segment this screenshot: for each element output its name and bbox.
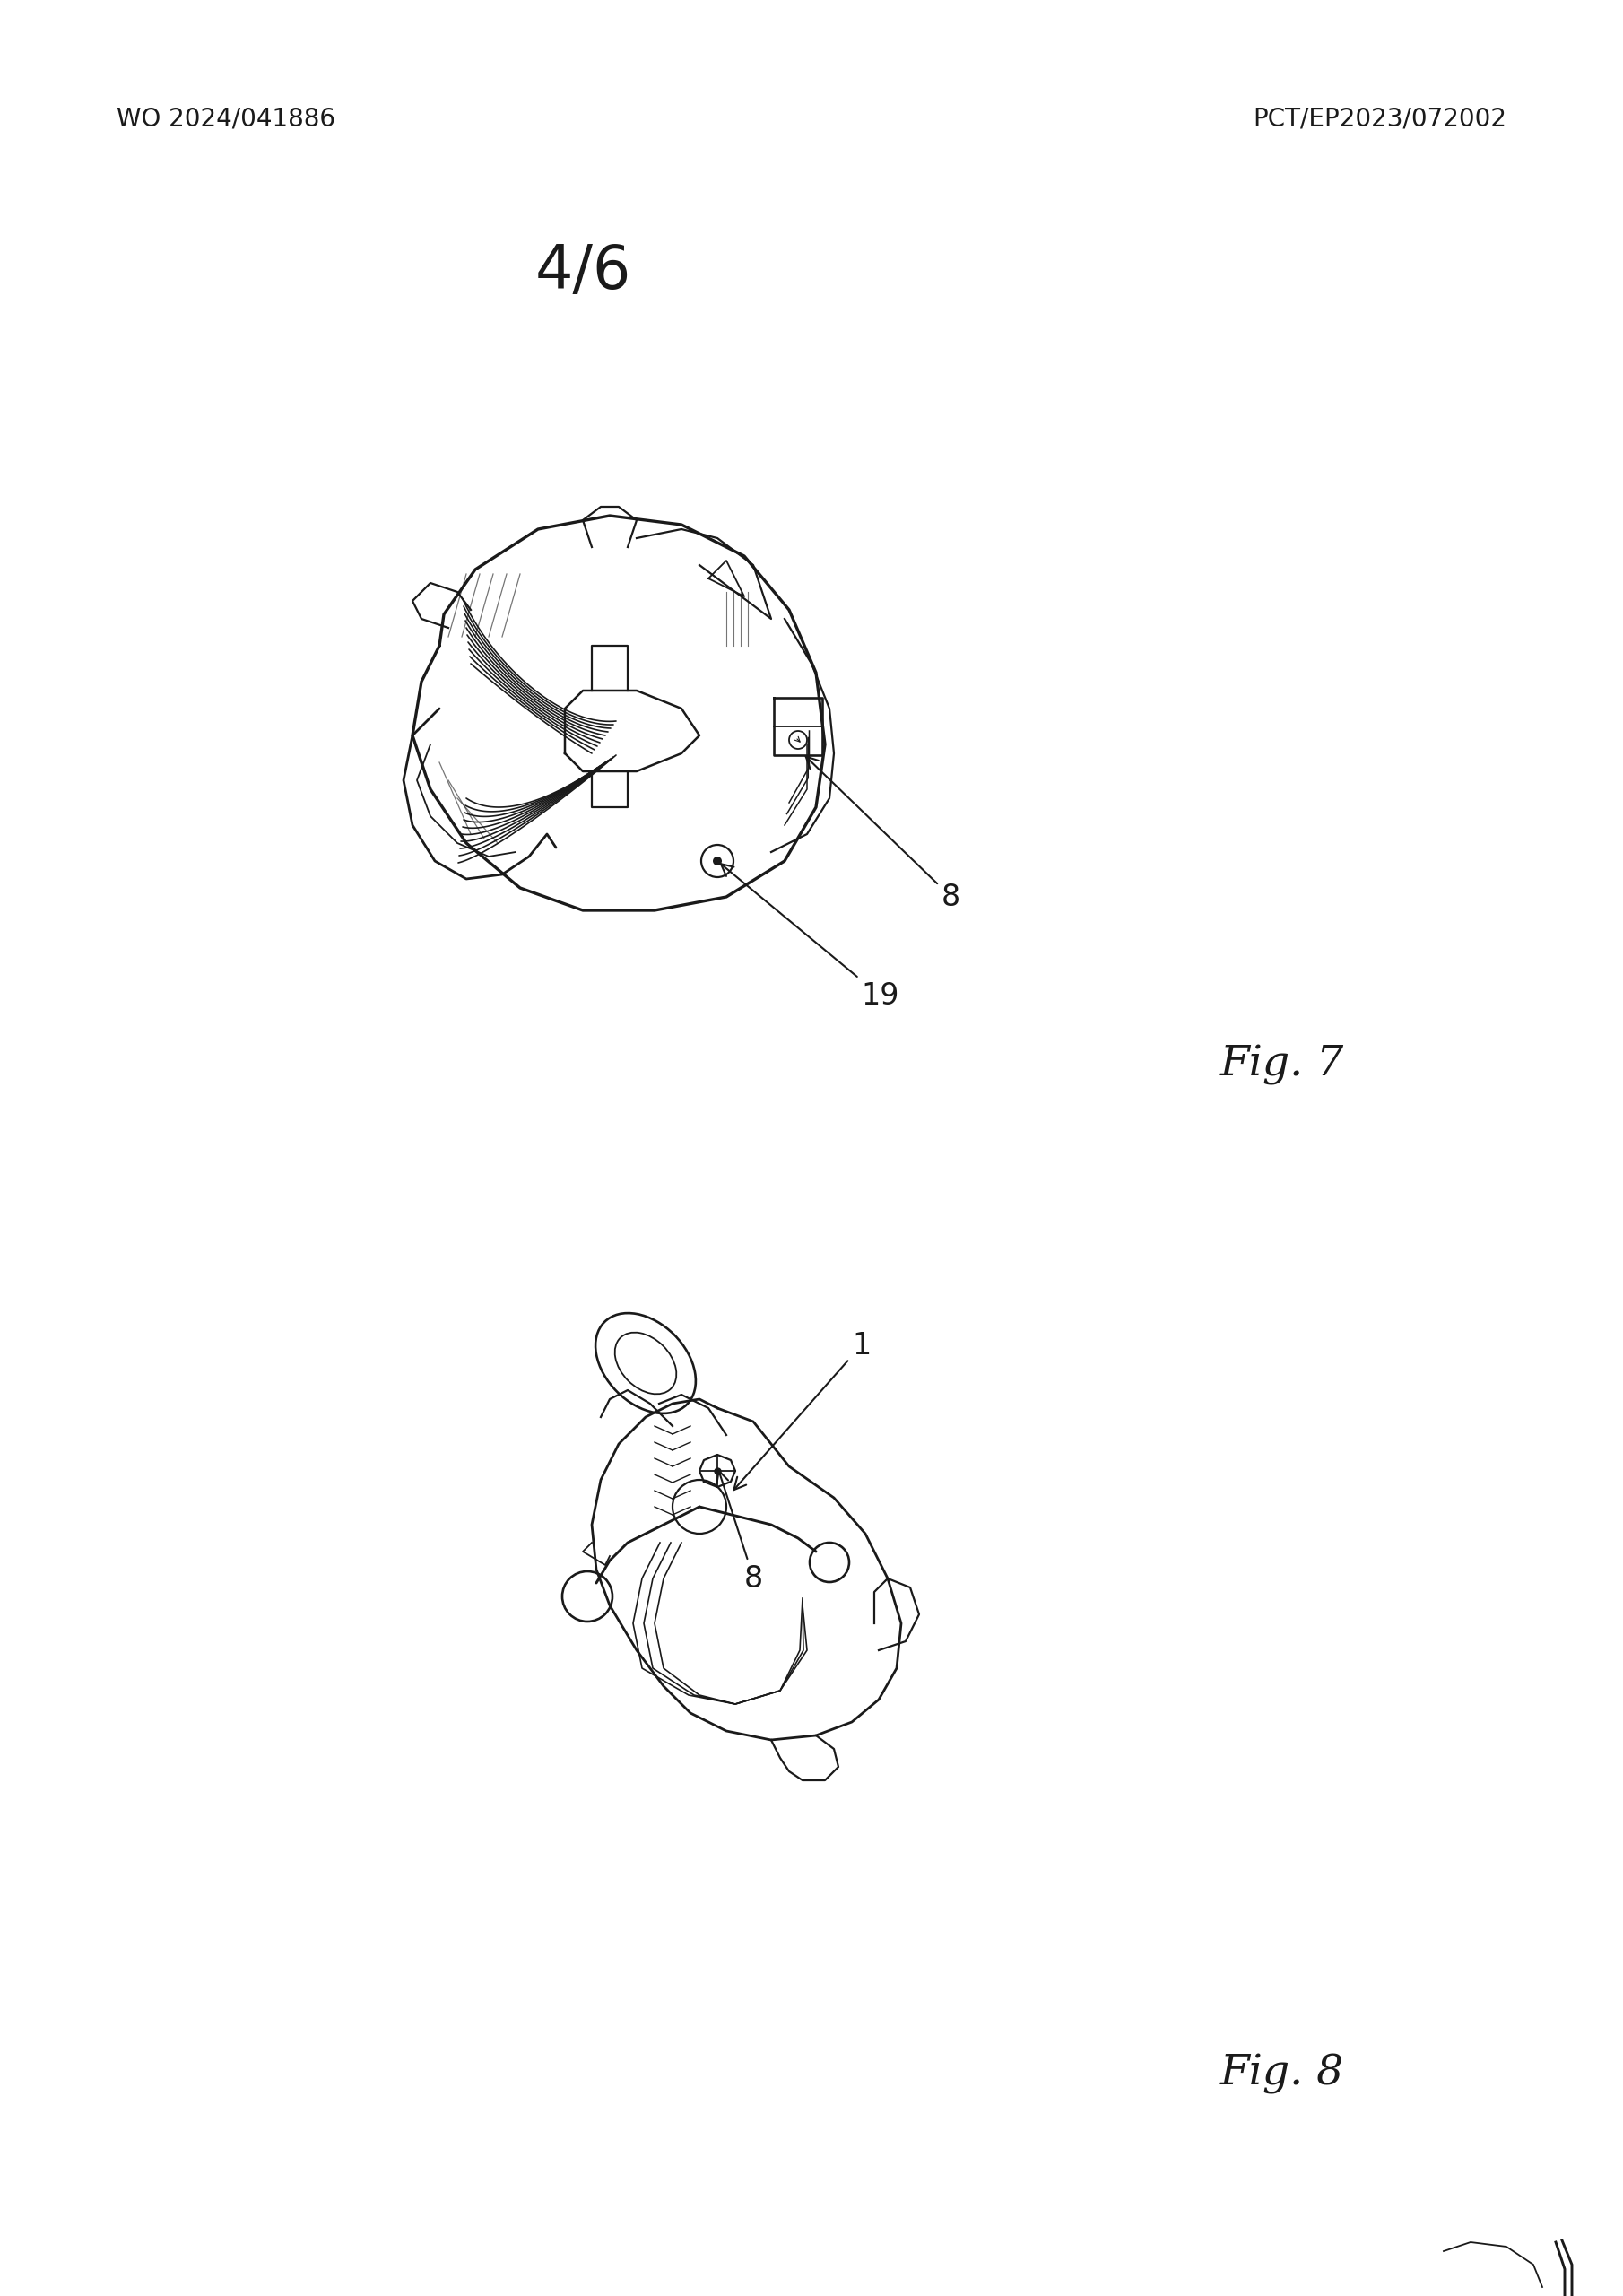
Text: 8: 8	[717, 1472, 763, 1593]
Text: WO 2024/041886: WO 2024/041886	[117, 106, 336, 131]
Text: 19: 19	[721, 863, 899, 1010]
Text: Fig. 8: Fig. 8	[1220, 2055, 1344, 2094]
Text: 1: 1	[734, 1329, 872, 1490]
Text: PCT/EP2023/072002: PCT/EP2023/072002	[1253, 106, 1506, 131]
Text: 8: 8	[807, 758, 961, 912]
Text: Fig. 7: Fig. 7	[1220, 1045, 1344, 1086]
Text: 4/6: 4/6	[534, 241, 631, 301]
Circle shape	[712, 856, 722, 866]
